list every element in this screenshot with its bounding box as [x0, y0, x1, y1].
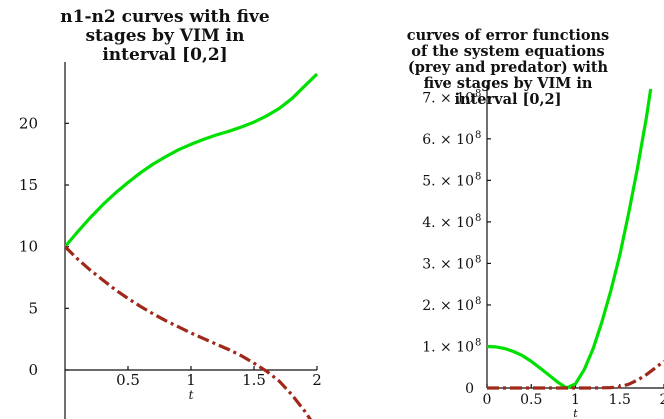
x-tick-label: 0.5	[116, 371, 140, 389]
y-tick-label: 0	[28, 361, 38, 379]
chart-title-line: stages by VIM in	[85, 26, 244, 46]
y-tick-label: 0	[465, 381, 474, 397]
chart-title-line: n1-n2 curves with five	[60, 7, 270, 27]
y-tick-label: 20	[19, 114, 38, 132]
y-tick-label: 2. × 10	[422, 298, 474, 314]
y-tick-label: 3. × 10	[422, 256, 474, 272]
chart-title-line: curves of error functions	[407, 27, 609, 44]
y-tick-label: 7. × 10	[422, 90, 474, 106]
series-line-red	[65, 245, 312, 419]
series-line-green	[65, 72, 319, 248]
x-axis-label: t	[189, 388, 194, 402]
y-tick-label: 4. × 10	[422, 215, 474, 231]
y-tick-label: 10	[19, 238, 38, 256]
chart-title-line: interval [0,2]	[102, 45, 227, 65]
chart-title-line: five stages by VIM in	[424, 75, 593, 92]
y-tick-exponent: 8	[475, 296, 481, 307]
y-tick-exponent: 8	[475, 337, 481, 348]
series-line-red	[487, 359, 664, 390]
y-tick-label: 6. × 10	[422, 132, 474, 148]
x-tick-label: 2	[312, 371, 322, 389]
x-axis-label: t	[573, 407, 578, 419]
y-tick-exponent: 8	[475, 254, 481, 265]
x-tick-label: 1.5	[609, 392, 631, 408]
x-tick-label: 1	[571, 392, 580, 408]
chart-title-line: of the system equations	[411, 43, 604, 60]
chart-title-line: (prey and predator) with	[408, 59, 609, 76]
x-tick-label: 2	[660, 392, 664, 408]
y-tick-label: 5. × 10	[422, 173, 474, 189]
y-tick-exponent: 8	[475, 130, 481, 141]
series-line-green	[487, 88, 653, 390]
y-tick-exponent: 8	[475, 88, 481, 99]
y-tick-label: 5	[28, 299, 38, 317]
x-tick-label: 1	[186, 371, 196, 389]
y-tick-label: 15	[19, 176, 38, 194]
y-tick-exponent: 8	[475, 171, 481, 182]
chart-title-line: interval [0,2]	[455, 91, 562, 108]
y-tick-label: 1. × 10	[422, 339, 474, 355]
x-tick-label: 0	[483, 392, 492, 408]
x-tick-label: 1.5	[242, 371, 266, 389]
y-tick-exponent: 8	[475, 213, 481, 224]
x-tick-label: 0.5	[520, 392, 542, 408]
